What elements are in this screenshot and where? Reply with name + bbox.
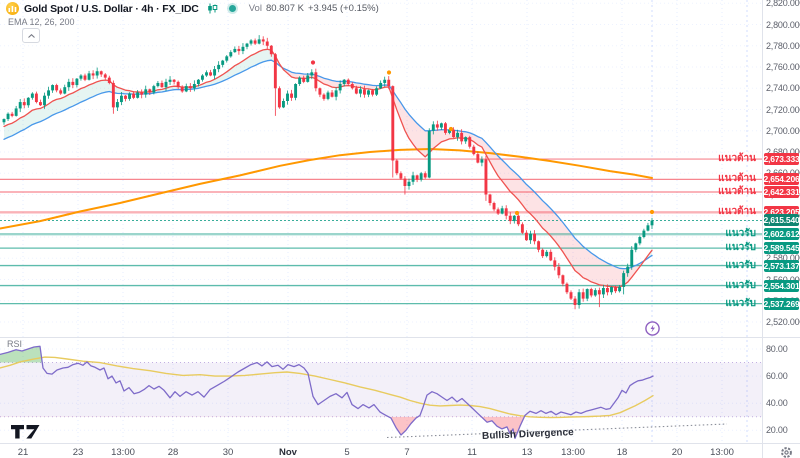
price-tick[interactable]: 2,560.000 — [766, 275, 800, 285]
settings-gear-icon[interactable] — [780, 446, 793, 458]
time-tick[interactable]: 13:00 — [111, 447, 135, 458]
price-tick[interactable]: 2,580.000 — [766, 253, 800, 264]
orange-dot-marker — [386, 70, 392, 75]
candles — [2, 35, 654, 310]
chart-legend: Gold Spot / U.S. Dollar · 4h · FX_IDC Vo… — [6, 2, 379, 15]
time-tick[interactable]: 13:00 — [561, 447, 585, 458]
chevron-up-icon — [27, 33, 35, 38]
rsi-line — [0, 345, 654, 440]
red-dot-marker — [310, 60, 316, 65]
price-tick[interactable]: 2,820.000 — [766, 0, 800, 9]
support-price-box: 2,589.545 — [763, 242, 800, 255]
time-tick[interactable]: 20 — [671, 447, 683, 458]
gold-symbol-logo — [6, 2, 19, 15]
divergence-trendline[interactable] — [386, 423, 728, 439]
time-tick[interactable]: 13 — [521, 447, 533, 458]
resistance-price-box: 2,642.331 — [763, 186, 800, 199]
support-price-box: 2,537.269 — [763, 297, 800, 310]
support-price-box: 2,554.301 — [763, 279, 800, 292]
market-status-dot — [228, 5, 236, 12]
resistance-label[interactable]: แนวต้าน — [718, 186, 756, 198]
resistance-label[interactable]: แนวต้าน — [718, 173, 756, 185]
symbol-title[interactable]: Gold Spot / U.S. Dollar · 4h · FX_IDC — [24, 2, 199, 15]
price-change: +3.945 (+0.15%) — [307, 3, 379, 14]
resistance-label[interactable]: แนวต้าน — [718, 206, 756, 218]
price-tick[interactable]: 2,520.000 — [766, 317, 800, 327]
support-price-box: 2,573.137 — [763, 259, 800, 272]
candle-chart-icon — [207, 3, 218, 14]
support-label[interactable]: แนวรับ — [725, 297, 756, 309]
orange-dot-marker — [649, 209, 655, 215]
price-tick[interactable]: 2,760.000 — [766, 62, 800, 72]
time-tick[interactable]: 5 — [344, 447, 350, 458]
price-tick[interactable]: 2,720.000 — [766, 104, 800, 115]
time-tick[interactable]: 30 — [222, 447, 234, 458]
price-tick[interactable]: 2,700.000 — [766, 125, 800, 136]
rsi-tick[interactable]: 80.00 — [766, 344, 788, 354]
orange-dot-marker — [448, 126, 454, 132]
rsi-tick[interactable]: 40.00 — [766, 398, 788, 409]
time-tick[interactable]: 18 — [616, 447, 628, 458]
resistance-price-box: 2,673.333 — [763, 153, 800, 166]
time-tick[interactable]: 28 — [167, 447, 179, 458]
rsi-indicator-label[interactable]: RSI — [7, 339, 23, 349]
support-label[interactable]: แนวรับ — [725, 279, 756, 291]
price-tick[interactable]: 2,780.000 — [766, 40, 800, 51]
tradingview-logo[interactable] — [10, 424, 44, 440]
time-tick[interactable]: 21 — [17, 447, 29, 458]
orange-dot-marker — [514, 210, 520, 216]
price-tick[interactable]: 2,680.000 — [766, 147, 800, 157]
rsi-tick[interactable]: 60.00 — [766, 371, 788, 382]
rsi-ma-line — [0, 356, 654, 419]
resistance-price-box: 2,654.206 — [763, 173, 800, 186]
time-tick[interactable]: 7 — [404, 447, 410, 458]
resistance-label[interactable]: แนวต้าน — [718, 153, 756, 165]
legend-collapse-button[interactable] — [22, 28, 40, 43]
rsi-tick[interactable]: 20.00 — [766, 425, 788, 436]
volume-value: 80.807 K — [265, 3, 304, 14]
volume-label: Vol — [248, 3, 262, 14]
price-tick[interactable]: 2,800.000 — [766, 19, 800, 30]
flash-icon[interactable] — [644, 320, 661, 337]
support-label[interactable]: แนวรับ — [725, 259, 756, 271]
support-label[interactable]: แนวรับ — [725, 228, 756, 240]
ema200-line — [0, 148, 653, 230]
time-tick[interactable]: 11 — [467, 447, 477, 458]
current-price-box: 2,615.540 — [763, 214, 800, 227]
price-tick[interactable]: 2,740.000 — [766, 83, 800, 94]
support-price-box: 2,602.612 — [763, 228, 800, 241]
time-tick[interactable]: 13:00 — [710, 447, 734, 458]
time-tick[interactable]: 23 — [72, 447, 84, 458]
time-tick[interactable]: Nov — [279, 447, 297, 458]
price-tick[interactable]: 2,660.000 — [766, 168, 800, 178]
rsi-band — [0, 362, 762, 417]
support-label[interactable]: แนวรับ — [725, 242, 756, 254]
ema-legend[interactable]: EMA 12, 26, 200 — [8, 17, 75, 27]
